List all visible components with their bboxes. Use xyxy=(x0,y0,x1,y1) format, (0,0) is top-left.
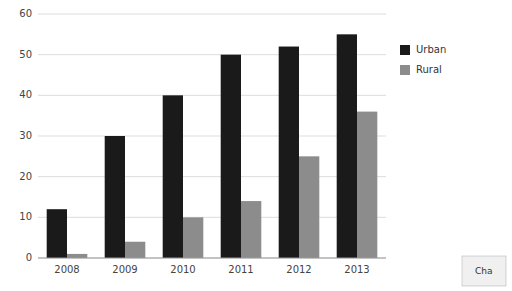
grid-line xyxy=(38,14,386,15)
y-tick-label: 40 xyxy=(19,89,32,100)
bar xyxy=(105,136,125,258)
y-tick-label: 20 xyxy=(19,171,32,182)
legend-swatch xyxy=(400,45,410,55)
x-tick-label: 2009 xyxy=(112,264,137,275)
legend: Urban Rural xyxy=(400,44,446,75)
grid xyxy=(38,14,386,258)
y-tick-label: 60 xyxy=(19,8,32,19)
annotation-box xyxy=(462,256,506,286)
x-tick-label: 2012 xyxy=(286,264,311,275)
x-axis-line xyxy=(38,258,386,259)
annotation-text: Cha xyxy=(475,266,493,276)
bar xyxy=(47,209,67,258)
y-tick-label: 10 xyxy=(19,211,32,222)
legend-swatch xyxy=(400,65,410,75)
bar xyxy=(183,217,203,258)
x-tick-label: 2011 xyxy=(228,264,253,275)
chart-svg: 0 10 20 30 40 50 60 2008 2009 2010 2011 2012 2013 Urb… xyxy=(0,0,512,291)
grid-line xyxy=(38,258,386,259)
y-tick-label: 50 xyxy=(19,49,32,60)
bar xyxy=(299,156,319,258)
x-tick-label: 2008 xyxy=(54,264,79,275)
bar xyxy=(67,254,87,258)
grid-line xyxy=(38,95,386,96)
bar xyxy=(221,55,241,258)
x-tick-label: 2010 xyxy=(170,264,195,275)
chart-container: 0 10 20 30 40 50 60 2008 2009 2010 2011 2012 2013 Urb… xyxy=(0,0,512,291)
legend-label: Urban xyxy=(416,44,446,55)
y-tick-label: 30 xyxy=(19,130,32,141)
grid-line xyxy=(38,176,386,177)
bar xyxy=(163,95,183,258)
grid-line xyxy=(38,217,386,218)
bar xyxy=(279,47,299,258)
bars xyxy=(47,34,378,258)
bar xyxy=(337,34,357,258)
bar xyxy=(357,112,377,258)
y-tick-label: 0 xyxy=(26,252,32,263)
bar xyxy=(241,201,261,258)
annotation: Cha xyxy=(462,256,506,286)
bar xyxy=(125,242,145,258)
x-tick-label: 2013 xyxy=(344,264,369,275)
legend-label: Rural xyxy=(416,64,442,75)
grid-line xyxy=(38,54,386,55)
grid-line xyxy=(38,136,386,137)
